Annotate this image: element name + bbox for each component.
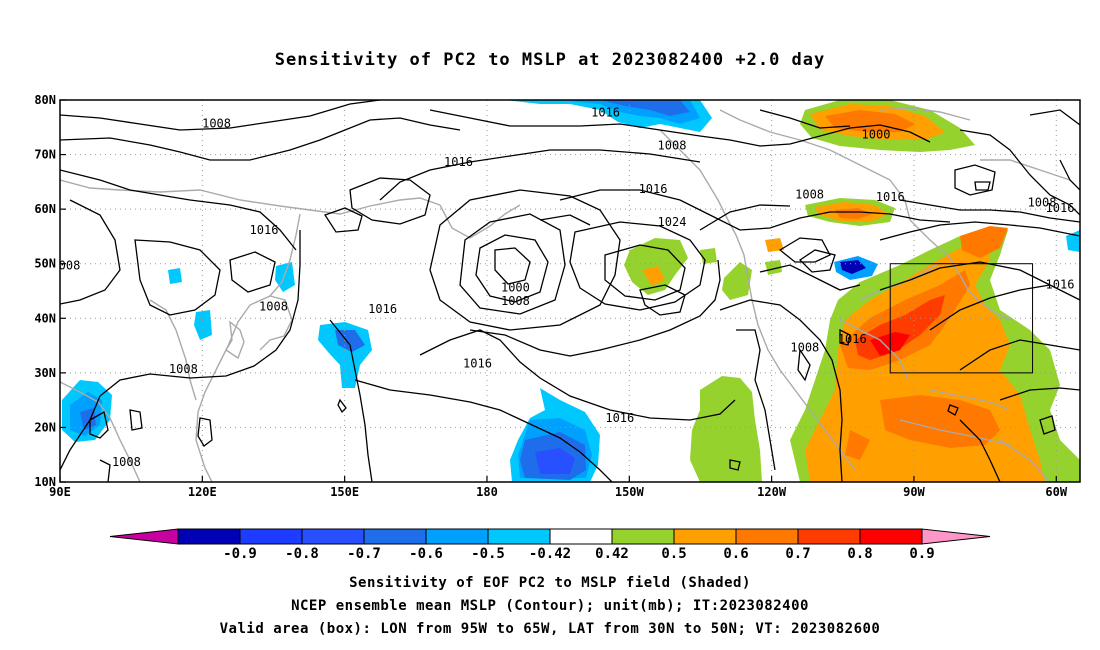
colorbar-swatch	[239, 528, 303, 545]
contour-label: 1008	[202, 117, 231, 131]
colorbar: -0.9 -0.8 -0.7 -0.6 -0.5 -0.42 0.42 0.5 0.6 0.7 0.…	[109, 528, 991, 562]
map-title: Sensitivity of PC2 to MSLP at 2023082400…	[274, 50, 826, 70]
contour-label: 1008	[795, 188, 824, 202]
y-tick-label: 30N	[34, 366, 56, 380]
contour-label: 1016	[250, 223, 279, 237]
x-tick-label: 150W	[615, 485, 645, 499]
colorbar-label: 0.9	[909, 546, 934, 562]
y-tick-label: 10N	[34, 475, 56, 489]
colorbar-swatch	[177, 528, 241, 545]
x-tick-label: 90E	[49, 485, 71, 499]
coastlines	[60, 107, 1071, 482]
x-tick-label: 120E	[188, 485, 217, 499]
colorbar-swatch	[611, 528, 675, 545]
colorbar-under-arrow	[109, 528, 179, 545]
map-axes: 90E 120E 150E 180 150W 120W 90W 60W 10N 20N 30N 40N…	[34, 93, 1068, 499]
negative-sensitivity-top	[505, 100, 712, 132]
y-tick-label: 60N	[34, 202, 56, 216]
colorbar-label: -0.6	[409, 546, 443, 562]
colorbar-label: -0.9	[223, 546, 257, 562]
contour-label: 1016	[591, 106, 620, 120]
contour-label: 1016	[605, 411, 634, 425]
colorbar-label: 0.6	[723, 546, 748, 562]
contour-label: 1016	[1046, 201, 1075, 215]
contour-label: 1016	[838, 332, 867, 346]
positive-sensitivity-atlantic	[790, 226, 1080, 482]
colorbar-label: 0.5	[661, 546, 686, 562]
contour-label: 1016	[368, 302, 397, 316]
contour-label: 1016	[444, 155, 473, 169]
contour-label: 1016	[876, 190, 905, 204]
colorbar-over-arrow	[921, 528, 991, 545]
colorbar-swatch	[797, 528, 861, 545]
colorbar-swatch	[301, 528, 365, 545]
y-tick-label: 40N	[34, 311, 56, 325]
contour-label: 1000	[862, 127, 891, 141]
caption-line-2: NCEP ensemble mean MSLP (Contour); unit(…	[291, 598, 809, 614]
colorbar-label: 0.7	[785, 546, 810, 562]
colorbar-label: -0.42	[529, 546, 571, 562]
colorbar-swatch	[735, 528, 799, 545]
colorbar-swatch	[487, 528, 551, 545]
x-tick-label: 180	[476, 485, 498, 499]
x-tick-label: 150E	[330, 485, 359, 499]
sensitivity-shading	[62, 100, 1080, 482]
valid-area-box	[889, 263, 1034, 374]
mslp-contours	[60, 100, 1080, 482]
x-tick-label: 90W	[903, 485, 925, 499]
contour-label: 1008	[1028, 196, 1057, 210]
colorbar-swatch	[549, 528, 613, 545]
contour-label: 1024	[658, 215, 687, 229]
colorbar-swatch	[859, 528, 923, 545]
colorbar-label: -0.7	[347, 546, 381, 562]
caption-line-1: Sensitivity of EOF PC2 to MSLP field (Sh…	[349, 575, 751, 591]
y-tick-label: 70N	[34, 148, 56, 162]
contour-label: 1016	[1046, 278, 1075, 292]
contour-label: 1016	[463, 357, 492, 371]
x-tick-label: 120W	[757, 485, 787, 499]
contour-label: 1008	[501, 294, 530, 308]
contour-label: 1008	[259, 299, 288, 313]
positive-sensitivity-arctic	[800, 100, 975, 226]
map-frame	[59, 99, 1081, 483]
colorbar-swatch	[425, 528, 489, 545]
contour-label: 1008	[790, 340, 819, 354]
y-tick-label: 80N	[34, 93, 56, 107]
colorbar-label: -0.5	[471, 546, 505, 562]
y-tick-label: 20N	[34, 420, 56, 434]
contour-label: 1008	[169, 362, 198, 376]
contour-label: 008	[59, 258, 81, 272]
colorbar-swatch	[363, 528, 427, 545]
contour-label: 1008	[112, 455, 141, 469]
colorbar-label: 0.42	[595, 546, 629, 562]
contour-label: 1016	[639, 182, 668, 196]
contour-label: 1008	[658, 138, 687, 152]
colorbar-swatch	[673, 528, 737, 545]
caption-line-3: Valid area (box): LON from 95W to 65W, L…	[219, 621, 881, 637]
colorbar-label: 0.8	[847, 546, 872, 562]
contour-label: 1000	[501, 280, 530, 294]
y-tick-label: 50N	[34, 257, 56, 271]
x-tick-label: 60W	[1045, 485, 1067, 499]
colorbar-label: -0.8	[285, 546, 319, 562]
positive-sensitivity-pacific-us	[624, 238, 784, 482]
